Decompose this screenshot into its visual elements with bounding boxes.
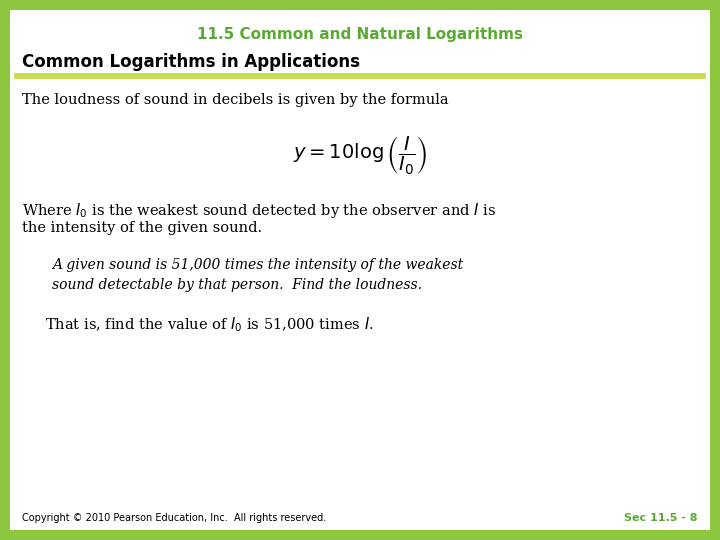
Text: $y = 10\log\left(\dfrac{I}{I_0}\right)$: $y = 10\log\left(\dfrac{I}{I_0}\right)$ (293, 134, 427, 176)
Text: Common Logarithms in Applications: Common Logarithms in Applications (22, 53, 360, 71)
Text: sound detectable by that person.  Find the loudness.: sound detectable by that person. Find th… (52, 278, 422, 292)
Text: Sec 11.5 - 8: Sec 11.5 - 8 (624, 513, 698, 523)
Text: Where $I_0$ is the weakest sound detected by the observer and $I$ is: Where $I_0$ is the weakest sound detecte… (22, 200, 496, 219)
Text: Copyright © 2010 Pearson Education, Inc.  All rights reserved.: Copyright © 2010 Pearson Education, Inc.… (22, 513, 326, 523)
Bar (710, 0, 720, 540)
Bar (14, 73, 706, 79)
Text: 11.5 Common and Natural Logarithms: 11.5 Common and Natural Logarithms (197, 28, 523, 43)
Bar (0, 0, 720, 10)
Bar (0, 0, 10, 540)
Text: the intensity of the given sound.: the intensity of the given sound. (22, 221, 262, 235)
Text: A given sound is 51,000 times the intensity of the weakest: A given sound is 51,000 times the intens… (52, 258, 463, 272)
Text: That is, find the value of $I_0$ is 51,000 times $I$.: That is, find the value of $I_0$ is 51,0… (45, 316, 374, 334)
Bar (0, 530, 720, 540)
Text: The loudness of sound in decibels is given by the formula: The loudness of sound in decibels is giv… (22, 93, 449, 107)
